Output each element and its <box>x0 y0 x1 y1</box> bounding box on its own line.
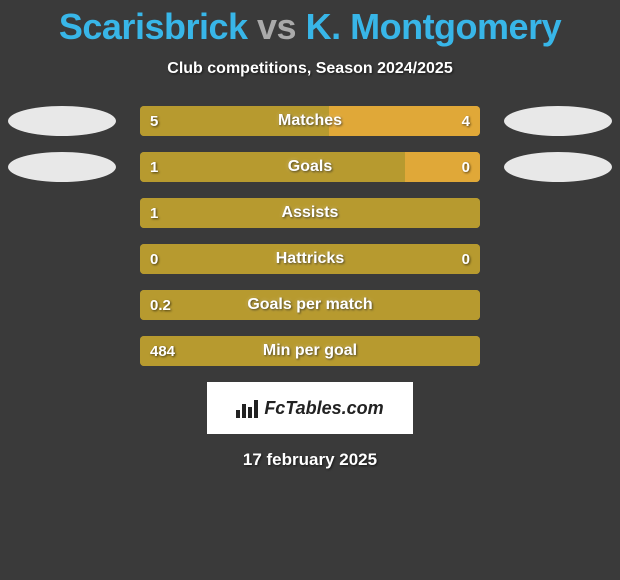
page-title: Scarisbrick vs K. Montgomery <box>0 0 620 48</box>
stat-row: Goals per match0.2 <box>0 290 620 320</box>
stat-row: Matches54 <box>0 106 620 136</box>
logo-text: FcTables.com <box>264 398 383 419</box>
player2-name: K. Montgomery <box>306 6 562 47</box>
bar-left-fill <box>140 106 329 136</box>
date-text: 17 february 2025 <box>0 450 620 470</box>
stat-row: Hattricks00 <box>0 244 620 274</box>
bar-left-fill <box>140 198 480 228</box>
player1-badge <box>8 106 116 136</box>
bar-track <box>140 244 480 274</box>
bar-track <box>140 290 480 320</box>
player2-badge <box>504 152 612 182</box>
player2-badge <box>504 106 612 136</box>
bar-left-fill <box>140 152 405 182</box>
bars-icon <box>236 398 258 418</box>
bar-left-fill <box>140 244 480 274</box>
bar-track <box>140 198 480 228</box>
stat-row: Min per goal484 <box>0 336 620 366</box>
vs-text: vs <box>257 6 296 47</box>
stat-row: Goals10 <box>0 152 620 182</box>
bar-track <box>140 152 480 182</box>
bar-track <box>140 336 480 366</box>
bar-left-fill <box>140 336 480 366</box>
player1-badge <box>8 152 116 182</box>
bar-right-fill <box>405 152 480 182</box>
bar-right-fill <box>329 106 480 136</box>
bar-left-fill <box>140 290 480 320</box>
stat-row: Assists1 <box>0 198 620 228</box>
comparison-chart: Matches54 Goals10 Assists1 Hattricks00 Goals… <box>0 106 620 366</box>
logo-box: FcTables.com <box>207 382 413 434</box>
subtitle: Club competitions, Season 2024/2025 <box>0 60 620 78</box>
player1-name: Scarisbrick <box>59 6 248 47</box>
bar-track <box>140 106 480 136</box>
